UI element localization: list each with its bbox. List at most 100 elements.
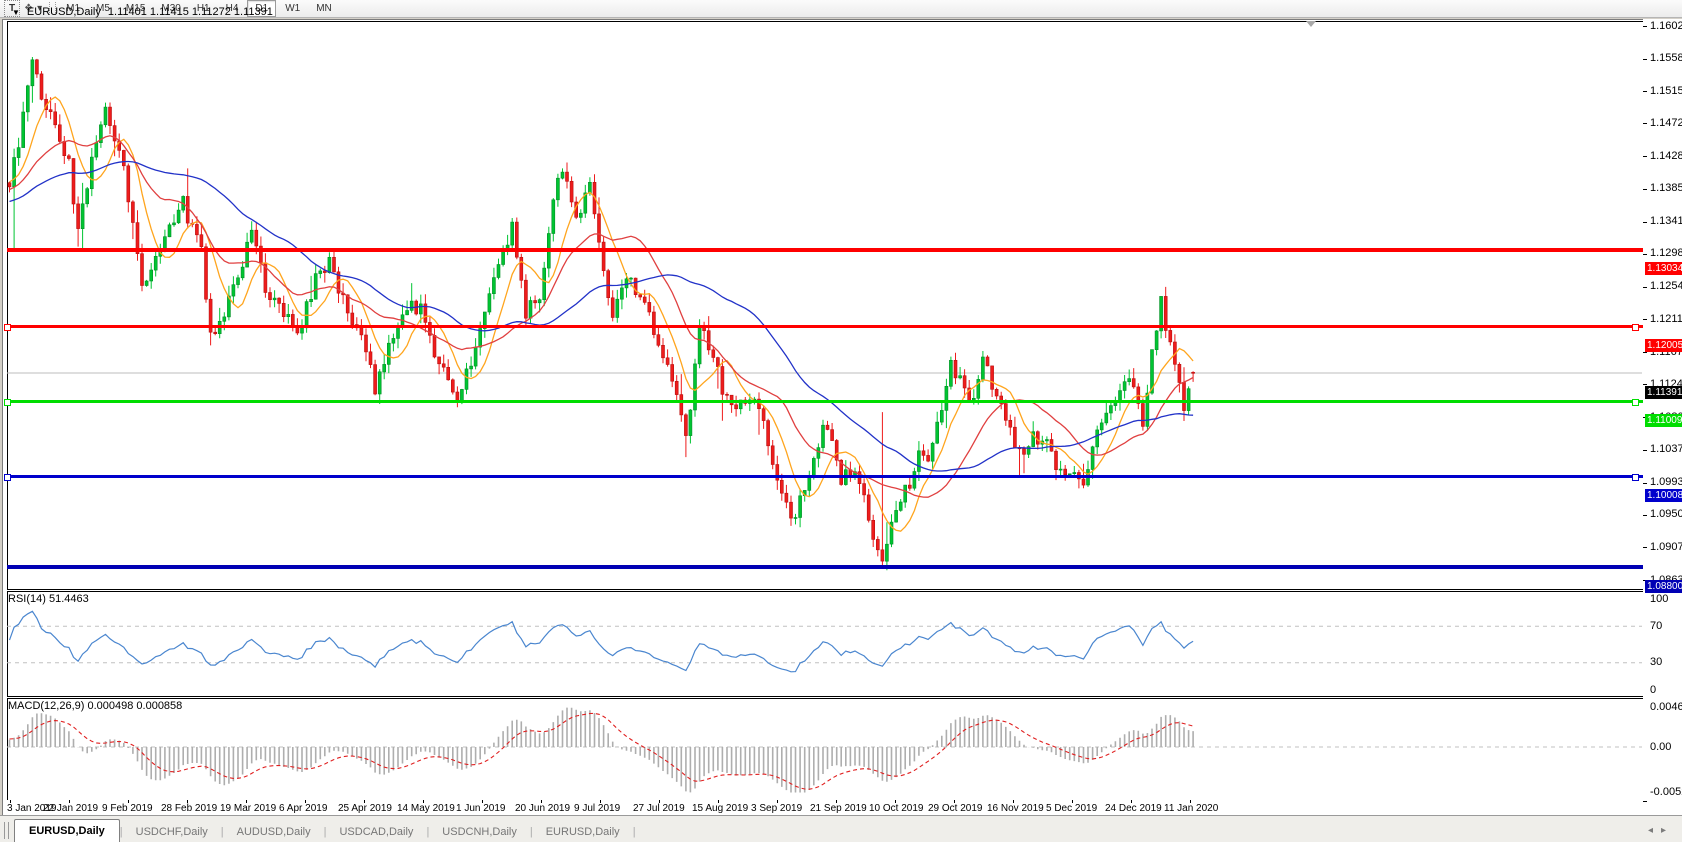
price-tick: 1.15150	[1650, 84, 1682, 97]
price-tick: 1.16020	[1650, 19, 1682, 32]
date-label: 27 Jul 2019	[633, 803, 685, 814]
chart-tab-4[interactable]: USDCNH,Daily	[442, 826, 517, 838]
hline-1.10008[interactable]	[7, 475, 1643, 479]
price-tag-1.12005: 1.12005	[1645, 339, 1682, 353]
tab-scroll-arrows[interactable]: ◂▸	[1648, 825, 1674, 836]
price-tick: 1.09930	[1650, 476, 1682, 489]
hline-1.08800[interactable]	[7, 565, 1643, 570]
date-label: 16 Nov 2019	[987, 803, 1044, 814]
hline-1.11009[interactable]	[7, 400, 1643, 404]
rsi-tick: 0	[1650, 683, 1657, 696]
timeframe-m1[interactable]: M1	[66, 3, 81, 14]
date-label: 29 Oct 2019	[928, 803, 983, 814]
macd-tick: 0.00	[1650, 740, 1672, 753]
macd-pane[interactable]	[7, 698, 1647, 802]
date-tick	[423, 800, 424, 803]
chart-tab-bar: EURUSD,Daily | USDCHF,Daily | AUDUSD,Daily | U…	[0, 815, 1682, 842]
date-label: 10 Oct 2019	[869, 803, 924, 814]
symbol-caret-icon[interactable]: ▼	[12, 7, 20, 17]
chevron-down-icon[interactable]: ▾	[37, 3, 43, 14]
tabbar-grip	[4, 822, 9, 839]
hline-1.13034[interactable]	[7, 247, 1643, 252]
symbols-icon[interactable]: ❖	[24, 3, 34, 14]
date-tick	[246, 800, 247, 803]
tab-separator: |	[632, 826, 636, 838]
date-label: 20 Jun 2019	[515, 803, 571, 814]
date-label: 25 Apr 2019	[338, 803, 392, 814]
tick-mark	[1643, 286, 1647, 288]
date-tick	[836, 800, 837, 803]
scroll-right-icon[interactable]: ▸	[1660, 825, 1674, 836]
date-tick	[541, 800, 542, 803]
timeframe-buttons: M1 M5 M15 M30 H1 H4 D1 W1 MN	[59, 0, 339, 17]
price-tag-1.11009: 1.11009	[1645, 414, 1682, 428]
chart-tab-1[interactable]: USDCHF,Daily	[135, 826, 208, 838]
price-axis[interactable]: 1.16020 1.15580 1.15150 1.14720 1.14280 1.138…	[1643, 19, 1682, 801]
price-tick: 1.13850	[1650, 182, 1682, 195]
timeframe-m30[interactable]: M30	[161, 3, 181, 14]
date-label: 1 Jun 2019	[456, 803, 506, 814]
tab-separator: |	[119, 826, 123, 838]
tick-mark	[1643, 156, 1647, 158]
date-tick	[1072, 800, 1073, 803]
line-handle[interactable]	[1632, 473, 1639, 481]
tick-mark	[1643, 253, 1647, 255]
timeframe-h1[interactable]: H1	[196, 3, 210, 14]
tabs: EURUSD,Daily | USDCHF,Daily | AUDUSD,Daily | U…	[14, 819, 636, 842]
hline-1.12005[interactable]	[7, 325, 1643, 329]
line-handle[interactable]	[1632, 323, 1639, 331]
top-toolbar: T ❖ ▾ M1 M5 M15 M30 H1 H4 D1 W1 MN	[0, 0, 1682, 18]
line-handle[interactable]	[4, 473, 11, 481]
timeframe-m5[interactable]: M5	[96, 3, 110, 14]
date-label: 11 Jan 2020	[1164, 803, 1219, 814]
date-label: 19 Mar 2019	[220, 803, 277, 814]
rsi-label: RSI(14) 51.4463	[8, 593, 89, 605]
price-tick: 1.09500	[1650, 508, 1682, 521]
date-label: 3 Sep 2019	[751, 803, 803, 814]
scroll-left-icon[interactable]: ◂	[1647, 825, 1661, 836]
date-label: 28 Feb 2019	[161, 803, 218, 814]
price-tick: 1.12110	[1650, 312, 1682, 325]
chart-shift-marker[interactable]	[1306, 21, 1316, 27]
tab-separator: |	[323, 826, 327, 838]
timeframe-d1[interactable]: D1	[247, 0, 277, 17]
price-pane[interactable]	[7, 21, 1647, 590]
date-label: 9 Jul 2019	[574, 803, 621, 814]
price-tag-1.10008: 1.10008	[1645, 489, 1682, 503]
tick-mark	[1643, 123, 1647, 125]
timeframe-h4[interactable]: H4	[225, 3, 239, 14]
chart-tab-3[interactable]: USDCAD,Daily	[339, 826, 414, 838]
tick-mark	[1643, 547, 1647, 548]
date-label: 22 Jan 2019	[43, 803, 99, 814]
timeframe-w1[interactable]: W1	[285, 3, 301, 14]
price-tick: 1.12980	[1650, 247, 1682, 260]
macd-tick: -0.00529	[1650, 785, 1682, 798]
tick-mark	[1643, 91, 1647, 93]
price-tag-1.08800: 1.08800	[1645, 579, 1682, 593]
tab-separator: |	[426, 826, 430, 838]
price-tick: 1.13410	[1650, 215, 1682, 228]
date-label: 14 May 2019	[397, 803, 455, 814]
chart-tab-0[interactable]: EURUSD,Daily	[14, 819, 120, 842]
line-handle[interactable]	[1632, 398, 1639, 406]
line-handle[interactable]	[4, 398, 11, 406]
price-tick: 1.14720	[1650, 116, 1682, 129]
text-tool-button[interactable]: T	[4, 0, 21, 17]
chart-tab-2[interactable]: AUDUSD,Daily	[236, 826, 311, 838]
date-axis[interactable]: 3 Jan 2019 22 Jan 2019 9 Feb 2019 28 Feb 20…	[7, 800, 1643, 815]
date-label: 21 Sep 2019	[810, 803, 867, 814]
rsi-tick: 70	[1650, 619, 1663, 632]
line-handle[interactable]	[4, 323, 11, 331]
tick-mark	[1643, 221, 1647, 223]
tick-mark	[1643, 482, 1647, 484]
rsi-pane[interactable]	[7, 591, 1647, 697]
tick-mark	[1643, 449, 1647, 451]
tab-separator: |	[220, 826, 224, 838]
timeframe-m15[interactable]: M15	[125, 3, 146, 14]
chart-tab-5[interactable]: EURUSD,Daily	[545, 826, 620, 838]
price-tick: 1.15580	[1650, 52, 1682, 65]
timeframe-mn[interactable]: MN	[316, 3, 332, 14]
date-tick	[128, 800, 129, 803]
date-tick	[10, 800, 11, 803]
ohlc-values: 1.11401 1.11415 1.11272 1.11391	[107, 6, 273, 18]
